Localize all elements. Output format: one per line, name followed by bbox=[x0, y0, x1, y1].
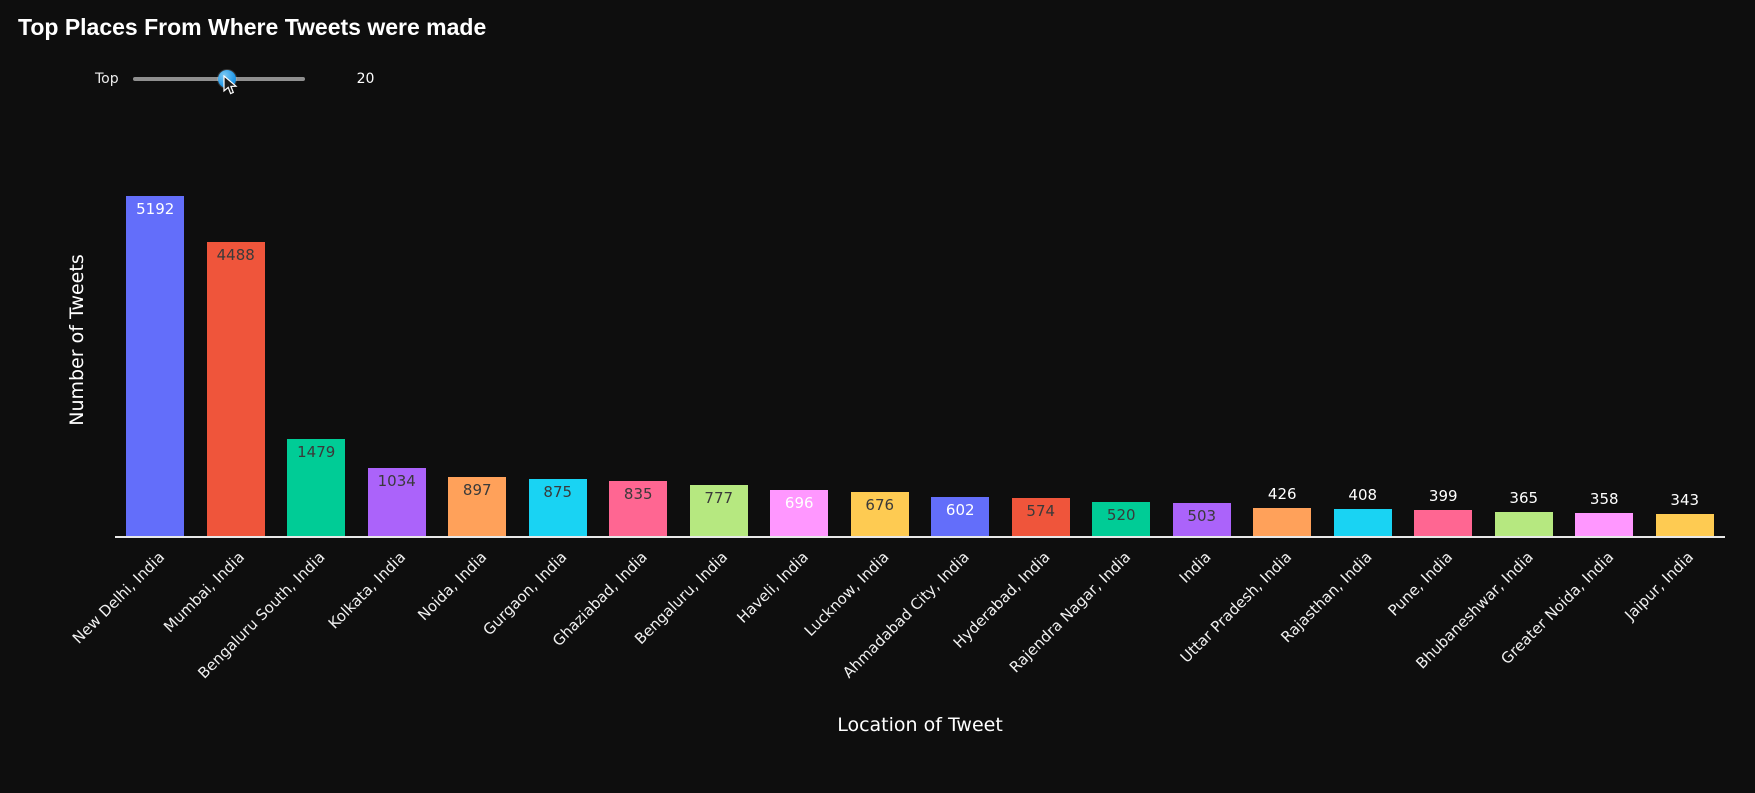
bar[interactable]: 696 bbox=[770, 490, 829, 536]
bar-group: 365 Bhubaneshwar, India bbox=[1412, 143, 1565, 672]
bar-value-label: 503 bbox=[1187, 507, 1217, 525]
bar[interactable]: 602 bbox=[931, 497, 990, 536]
bar[interactable]: 426 bbox=[1253, 485, 1312, 536]
bar-value-label: 574 bbox=[1026, 502, 1056, 520]
bar-group: 358 Greater Noida, India bbox=[1497, 143, 1645, 668]
top-slider-widget: Top 20 bbox=[95, 67, 1755, 95]
bar-group: 696 Haveli, India bbox=[733, 143, 840, 627]
x-tick-label: Mumbai, India bbox=[160, 548, 249, 636]
bar[interactable]: 399 bbox=[1414, 487, 1473, 536]
bar-group: 408 Rajasthan, India bbox=[1277, 143, 1404, 646]
bar-value-label: 875 bbox=[543, 483, 573, 501]
bar-value-label: 520 bbox=[1106, 506, 1136, 524]
page-title: Top Places From Where Tweets were made bbox=[18, 14, 487, 40]
bar-value-label: 408 bbox=[1348, 486, 1378, 504]
plot-area: 5192 New Delhi, India 4488 Mumbai, India 147… bbox=[69, 143, 1726, 682]
bar-group: 676 Lucknow, India bbox=[801, 143, 921, 640]
bar[interactable]: 897 bbox=[448, 477, 507, 536]
bar-value-label: 696 bbox=[784, 494, 814, 512]
bar-group: 4488 Mumbai, India bbox=[161, 143, 277, 636]
x-tick-label: Gurgaon, India bbox=[479, 548, 571, 640]
bar-value-label: 835 bbox=[623, 485, 653, 503]
bar-group: 520 Rajendra Nagar, India bbox=[1006, 143, 1162, 676]
bar-value-label: 602 bbox=[945, 501, 975, 519]
bar[interactable]: 365 bbox=[1494, 489, 1553, 536]
bar-group: 777 Bengaluru, India bbox=[631, 143, 760, 648]
bar-group: 1034 Kolkata, India bbox=[325, 143, 438, 632]
slider-label: Top bbox=[95, 71, 119, 87]
bar[interactable]: 1479 bbox=[287, 439, 346, 536]
bar[interactable]: 5192 bbox=[126, 196, 185, 536]
bar-value-label: 1034 bbox=[377, 472, 416, 490]
bar-value-label: 399 bbox=[1428, 487, 1458, 505]
x-tick-label: Lucknow, India bbox=[800, 548, 893, 640]
bar-value-label: 343 bbox=[1670, 491, 1700, 509]
x-axis-title: Location of Tweet bbox=[837, 714, 1003, 736]
x-tick-label: New Delhi, India bbox=[68, 548, 168, 648]
bar-group: 343 Jaipur, India bbox=[1622, 143, 1726, 624]
bar[interactable]: 358 bbox=[1575, 490, 1634, 536]
bar-value-label: 4488 bbox=[216, 246, 255, 264]
x-tick-label: Noida, India bbox=[413, 548, 490, 625]
bar[interactable]: 574 bbox=[1011, 498, 1070, 536]
bar-group: 835 Ghaziabad, India bbox=[549, 143, 679, 650]
y-axis-title: Number of Tweets bbox=[66, 254, 88, 426]
bar-group: 875 Gurgaon, India bbox=[479, 143, 599, 639]
bar-value-label: 358 bbox=[1589, 490, 1619, 508]
bar-value-label: 426 bbox=[1267, 485, 1297, 503]
bar-group: 1479 Bengaluru South, India bbox=[195, 143, 357, 682]
bar[interactable]: 835 bbox=[609, 481, 668, 536]
mouse-cursor bbox=[223, 75, 238, 95]
bar[interactable]: 503 bbox=[1172, 503, 1231, 536]
bar-group: 399 Pune, India bbox=[1384, 143, 1484, 620]
app-root: Top Places From Where Tweets were made T… bbox=[0, 14, 1755, 736]
bar[interactable]: 520 bbox=[1092, 502, 1151, 536]
x-tick-label: India bbox=[1175, 548, 1215, 587]
bar-group: 897 Noida, India bbox=[414, 143, 518, 624]
bar-value-label: 365 bbox=[1509, 489, 1539, 507]
x-tick-label: Haveli, India bbox=[733, 548, 812, 627]
bar-group: 602 Ahmadabad City, India bbox=[839, 143, 1001, 682]
bar-value-label: 1479 bbox=[297, 443, 336, 461]
bar-group: 574 Hyderabad, India bbox=[950, 143, 1082, 652]
top-slider[interactable] bbox=[132, 68, 305, 95]
bar[interactable]: 875 bbox=[528, 479, 587, 536]
bar[interactable]: 676 bbox=[850, 492, 909, 536]
slider-value: 20 bbox=[356, 71, 375, 87]
x-tick-label: Kolkata, India bbox=[324, 548, 410, 633]
bar-value-label: 676 bbox=[865, 496, 895, 514]
bar-value-label: 897 bbox=[462, 481, 492, 499]
bar-value-label: 777 bbox=[704, 489, 734, 507]
bar-value-label: 5192 bbox=[136, 200, 175, 218]
bar[interactable]: 4488 bbox=[206, 242, 265, 536]
bar[interactable]: 408 bbox=[1333, 486, 1392, 536]
bar-chart: Number of Tweets 5192 New Delhi, India 448… bbox=[66, 143, 1726, 736]
bar[interactable]: 777 bbox=[689, 485, 748, 536]
bar[interactable]: 1034 bbox=[367, 468, 426, 536]
bar-group: 426 Uttar Pradesh, India bbox=[1177, 143, 1323, 666]
bar[interactable]: 343 bbox=[1655, 491, 1714, 536]
bar-group: 5192 New Delhi, India bbox=[69, 143, 196, 647]
x-tick-label: Pune, India bbox=[1384, 548, 1456, 620]
x-tick-label: Jaipur, India bbox=[1621, 548, 1698, 624]
bar-group: 503 India bbox=[1162, 143, 1243, 587]
